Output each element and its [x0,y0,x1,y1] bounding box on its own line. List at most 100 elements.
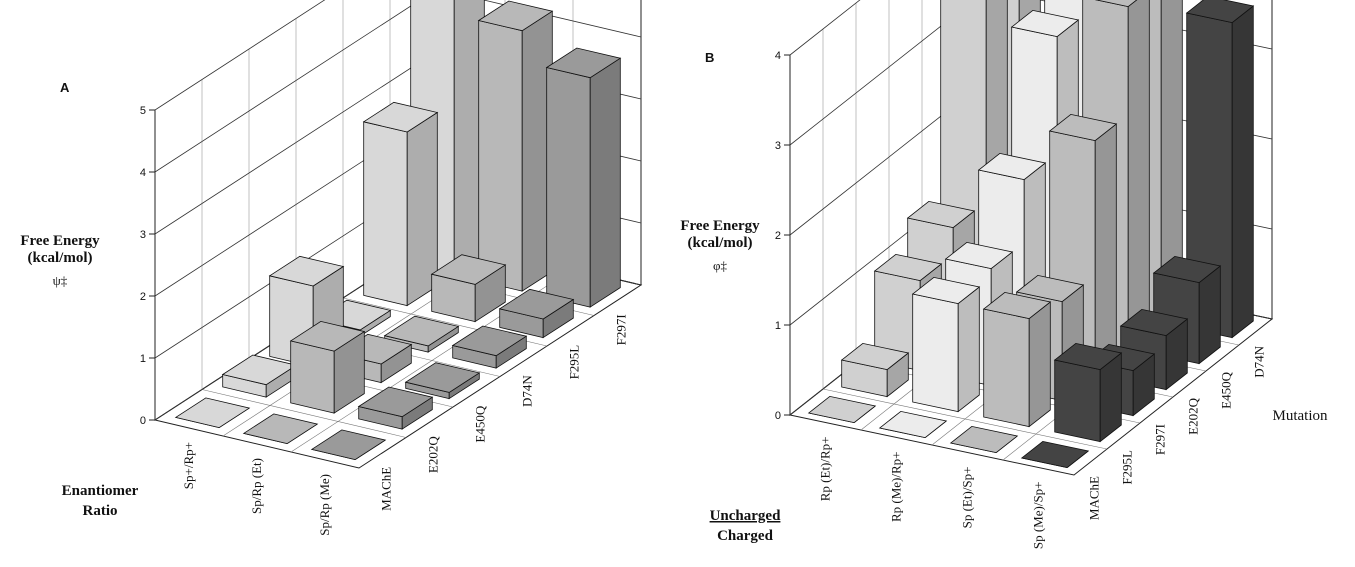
bar-face [983,308,1030,428]
bar-top [1185,0,1255,24]
bar-top [1094,0,1138,8]
row-label: Sp/Rp (Et) [249,458,264,514]
x-tick-label: F295L [1120,450,1135,485]
bar-side [1127,0,1150,350]
y-symbol: ψ‡ [53,273,68,288]
bar [498,288,575,339]
bar [911,276,981,413]
floor-grid [822,388,1108,450]
grid-line [154,0,642,173]
y-tick-label: 0 [140,415,146,427]
bar-top [982,291,1052,320]
bar [174,397,251,429]
bar [949,425,1019,454]
bar [545,47,622,308]
x-tick-label: D74N [1252,345,1267,377]
panel-label: A [60,80,70,95]
bar [242,413,319,445]
bar-top [878,410,948,439]
row-axis-label: Ratio [83,503,118,519]
bar-side [1231,5,1254,339]
bar [221,354,298,398]
bar-top [545,47,622,79]
panel-label: B [705,50,714,65]
bar-top [1053,342,1123,371]
y-tick-label: 1 [140,353,146,365]
y-axis-label: (kcal/mol) [28,250,93,266]
bar [289,320,366,414]
y-tick-label: 2 [775,230,781,242]
y-symbol: φ‡ [713,258,728,273]
bar-side [957,286,980,413]
bar-top [404,362,481,393]
bar-top [310,429,387,461]
y-tick-label: 4 [775,50,781,62]
bar [1020,440,1090,469]
x-tick-label: F297I [614,314,629,345]
bar-top [1020,440,1090,469]
x-tick-label: E450Q [1219,371,1234,408]
bar-top [1048,113,1118,142]
bar-top [268,255,345,287]
bar-face [478,19,523,292]
bar-top [1152,255,1222,284]
bar-top [430,254,507,285]
y-tick-label: 1 [775,320,781,332]
bar [451,325,528,369]
bar-face [1054,359,1101,443]
bar-top [840,342,910,371]
bar-face [546,66,591,308]
grid-line [789,0,861,56]
x-tick-label: F295L [567,345,582,380]
row-label: Sp/Rp (Me) [317,474,332,536]
x-axis-label: Mutation [1273,408,1328,424]
bar [362,101,439,307]
row-axis-label: Charged [717,528,773,544]
x-tick-label: D74N [520,375,535,407]
row-label: Sp (Me)/Sp+ [1031,482,1046,550]
bar-top [1119,308,1189,337]
row-label: Sp+/Rp+ [181,442,196,489]
x-tick-label: E450Q [473,405,488,442]
bar-top [289,320,366,352]
bar-top [977,152,1047,181]
row-label: Rp (Me)/Rp+ [889,452,904,523]
bar [430,254,507,323]
bar-side [589,57,621,308]
row-axis-label: Enantiomer [62,483,139,499]
bar-top [477,0,554,32]
bar-top [1010,9,1080,38]
bar-top [357,386,434,418]
x-tick-label: MAChE [1087,476,1102,520]
bar-top [383,315,460,347]
bar [878,410,948,439]
bar [982,291,1052,428]
bar-side [1094,123,1117,376]
y-axis-label: (kcal/mol) [688,235,753,251]
x-tick-label: MAChE [379,467,394,511]
bar-top [873,253,943,282]
bar [1053,342,1123,443]
bar [357,386,434,430]
bar-top [242,413,319,445]
floor-grid [201,389,407,438]
bar-top [944,241,1014,270]
bar-face [290,340,335,414]
bar-top [1015,274,1085,303]
bar [840,342,910,398]
bar-top [451,325,528,357]
bar-top [498,288,575,320]
row-label: Sp (Et)/Sp+ [960,467,975,529]
row-axis-label: Uncharged [710,508,781,524]
y-tick-label: 0 [775,410,781,422]
bar [1185,0,1255,339]
bar-top [807,395,877,424]
y-tick-label: 3 [775,140,781,152]
y-axis-label: Free Energy [680,218,760,234]
bar-top [174,397,251,429]
bar-side [1198,265,1221,365]
grid-line [154,0,326,111]
bar [477,0,554,292]
bar-top [362,101,439,133]
